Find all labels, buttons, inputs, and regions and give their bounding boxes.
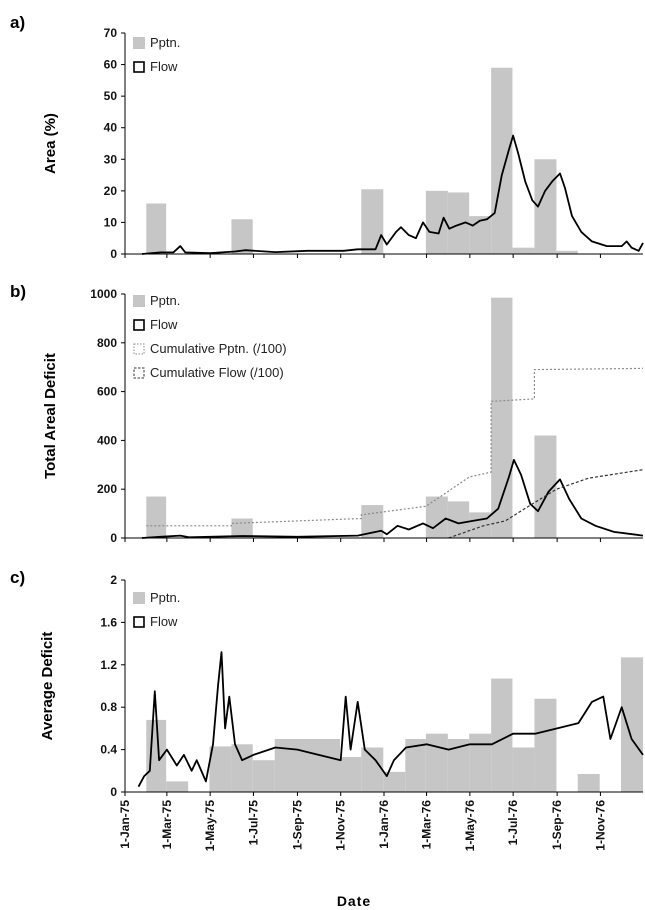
flow-line — [141, 458, 644, 539]
y-tick-label: 200 — [97, 482, 117, 496]
pptn-bar — [274, 739, 341, 792]
y-tick-label: 10 — [104, 215, 118, 229]
pptn-bar — [405, 739, 426, 792]
x-tick-label: 1-Jan-76 — [377, 800, 391, 849]
legend-swatch-flow — [133, 61, 145, 73]
y-tick-label: 70 — [104, 26, 118, 40]
pptn-bar — [340, 757, 362, 792]
legend-swatch-pptn — [133, 37, 145, 49]
flow-line — [137, 651, 644, 788]
pptn-bar — [231, 744, 253, 792]
pptn-bar — [425, 733, 448, 792]
pptn-bar — [491, 67, 513, 254]
cumulative-flow-line — [448, 469, 644, 539]
pptn-bar — [361, 505, 384, 538]
panel-label: b) — [10, 282, 26, 301]
pptn-bar — [469, 733, 492, 792]
pptn-bar — [146, 496, 167, 538]
pptn-bar — [512, 747, 535, 792]
x-tick-label: 1-Nov-75 — [334, 800, 348, 851]
y-tick-label: 2 — [110, 573, 117, 587]
pptn-bar — [361, 747, 384, 792]
legend-label: Cumulative Flow (/100) — [150, 365, 284, 380]
pptn-bar — [491, 678, 513, 792]
pptn-bar — [231, 518, 253, 538]
panel-2 — [121, 579, 644, 796]
legend-label: Pptn. — [150, 590, 180, 605]
y-tick-label: 0 — [110, 785, 117, 799]
pptn-bar — [577, 773, 600, 792]
x-tick-label: 1-Sep-76 — [550, 800, 564, 850]
y-tick-label: 50 — [104, 89, 118, 103]
panel-label: a) — [10, 13, 25, 32]
pptn-bar — [231, 219, 253, 254]
pptn-bar — [146, 203, 167, 254]
y-tick-label: 0.8 — [100, 700, 117, 714]
pptn-bar — [621, 657, 643, 792]
y-tick-label: 1.2 — [100, 658, 117, 672]
y-tick-label: 60 — [104, 58, 118, 72]
pptn-bar — [383, 771, 406, 792]
pptn-bar — [512, 247, 535, 254]
pptn-bar — [425, 496, 448, 538]
pptn-bar — [556, 250, 578, 254]
x-tick-label: 1-Mar-75 — [160, 800, 174, 850]
legend-swatch-flow — [133, 319, 145, 331]
legend-swatch-cumulative-flow — [133, 367, 145, 379]
y-tick-label: 0.4 — [100, 743, 117, 757]
legend-label: Flow — [150, 317, 178, 332]
legend-swatch-pptn — [133, 592, 145, 604]
legend-swatch-cumulative-pptn — [133, 343, 145, 355]
y-tick-label: 1000 — [90, 287, 117, 301]
x-tick-label: 1-Jul-76 — [506, 800, 520, 846]
pptn-bar — [491, 297, 513, 538]
legend-swatch-flow — [133, 616, 145, 628]
pptn-bar — [447, 501, 470, 538]
pptn-bar — [447, 739, 470, 792]
panel-0 — [121, 32, 644, 258]
pptn-bar — [252, 760, 275, 792]
pptn-bar — [534, 435, 557, 538]
pptn-bar — [166, 781, 189, 792]
pptn-bar — [534, 698, 557, 792]
pptn-bar — [209, 746, 232, 792]
x-tick-label: 1-May-75 — [203, 800, 217, 852]
y-tick-label: 30 — [104, 152, 118, 166]
flow-line — [141, 134, 644, 255]
y-axis-label: Total Areal Deficit — [42, 353, 59, 479]
x-tick-label: 1-Mar-76 — [420, 800, 434, 850]
x-tick-label: 1-Sep-75 — [290, 800, 304, 850]
pptn-bar — [361, 189, 384, 254]
pptn-bar — [469, 216, 492, 254]
y-tick-label: 400 — [97, 433, 117, 447]
legend-label: Pptn. — [150, 293, 180, 308]
legend-label: Flow — [150, 614, 178, 629]
panel-1 — [121, 293, 644, 542]
y-tick-label: 20 — [104, 184, 118, 198]
y-tick-label: 40 — [104, 121, 118, 135]
panel-label: c) — [10, 568, 25, 587]
y-tick-label: 1.6 — [100, 615, 117, 629]
pptn-bar — [425, 190, 448, 254]
legend-swatch-pptn — [133, 295, 145, 307]
x-tick-label: 1-May-76 — [463, 800, 477, 852]
y-tick-label: 600 — [97, 385, 117, 399]
legend-label: Cumulative Pptn. (/100) — [150, 341, 287, 356]
y-tick-label: 800 — [97, 336, 117, 350]
pptn-bar — [447, 192, 470, 254]
cumulative-pptn-line — [146, 367, 644, 527]
x-axis-label: Date — [337, 893, 371, 909]
y-tick-label: 0 — [110, 247, 117, 261]
y-axis-label: Area (%) — [42, 113, 59, 174]
y-tick-label: 0 — [110, 531, 117, 545]
legend-label: Pptn. — [150, 35, 180, 50]
y-axis-label: Average Deficit — [39, 632, 56, 741]
x-tick-label: 1-Jan-75 — [118, 800, 132, 849]
legend-label: Flow — [150, 59, 178, 74]
x-tick-label: 1-Jul-75 — [246, 800, 260, 846]
x-tick-label: 1-Nov-76 — [593, 800, 607, 851]
